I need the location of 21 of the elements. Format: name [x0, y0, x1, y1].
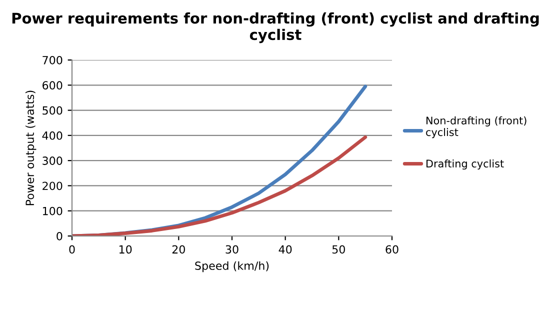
y-tick-label: 600	[42, 81, 62, 90]
y-tick-label: 700	[42, 56, 62, 64]
y-tick-label: 200	[42, 182, 62, 190]
y-tick-label: 400	[42, 131, 62, 140]
x-tick-label: 0	[69, 245, 75, 254]
x-axis-title: Speed (km/h)	[195, 261, 269, 272]
y-tick-label: 300	[42, 156, 62, 165]
x-tick-label: 30	[226, 245, 238, 254]
y-tick-label: 0	[56, 232, 62, 240]
y-axis-title: Power output (watts)	[25, 90, 36, 206]
chart-title: Power requirements for non-drafting (front) cyclist and drafting cyclist	[12, 12, 539, 44]
x-tick-label: 40	[278, 245, 292, 254]
legend-label: Non-drafting (front) cyclist	[426, 116, 526, 138]
y-tick-label: 500	[42, 106, 62, 115]
legend-label: Drafting cyclist	[426, 159, 504, 170]
line-series	[72, 135, 368, 236]
x-tick-label: 20	[172, 245, 185, 254]
x-tick-label: 50	[332, 245, 345, 254]
x-tick-label: 60	[386, 245, 398, 254]
y-tick-label: 100	[42, 206, 62, 216]
x-tick-label: 10	[119, 245, 132, 254]
